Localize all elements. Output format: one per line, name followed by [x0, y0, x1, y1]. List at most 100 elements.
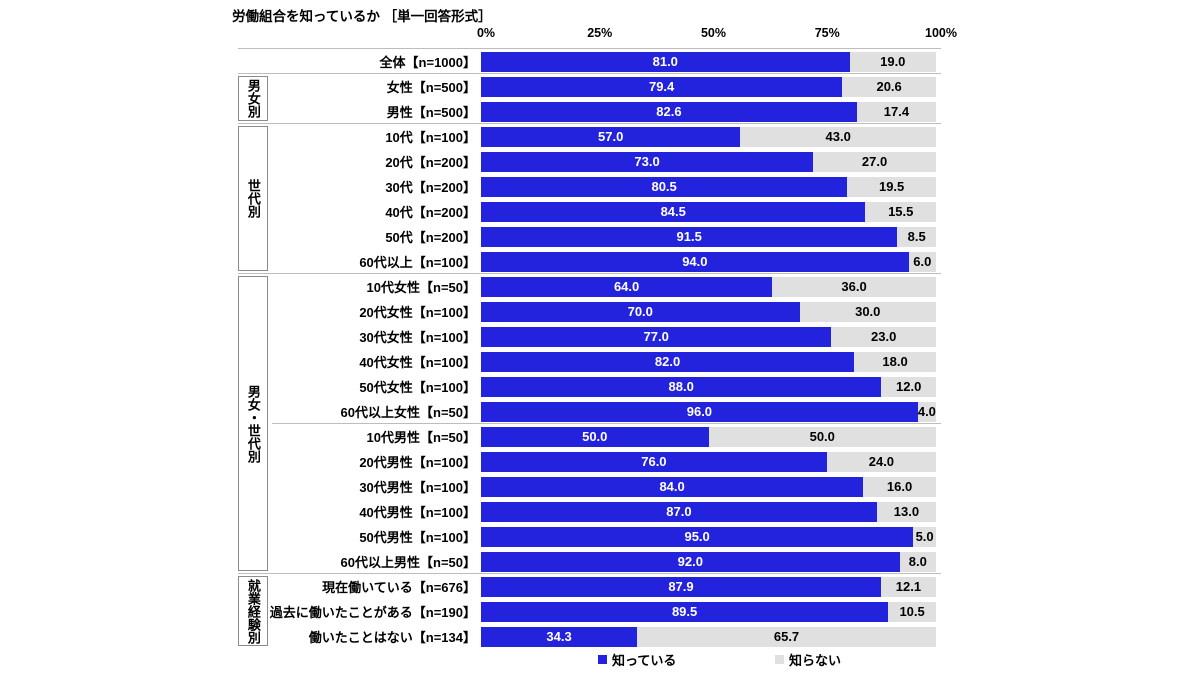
table-row: 40代男性【n=100】 87.0 13.0 [0, 499, 1200, 524]
bar-segment-notknow: 16.0 [863, 476, 936, 497]
row-label: 60代以上【n=100】 [359, 255, 476, 270]
row-bars: 57.0 43.0 [481, 126, 936, 147]
bar-segment-know: 76.0 [481, 451, 827, 472]
bar-segment-notknow: 43.0 [740, 126, 936, 147]
bar-segment-know: 79.4 [481, 76, 843, 97]
table-row: 40代女性【n=100】 82.0 18.0 [0, 349, 1200, 374]
row-bars: 79.4 20.6 [481, 76, 936, 97]
bar-segment-notknow: 20.6 [842, 76, 936, 97]
bar-segment-know: 89.5 [481, 601, 889, 622]
bar-segment-notknow: 65.7 [637, 626, 936, 647]
row-label: 50代男性【n=100】 [359, 530, 476, 545]
bar-segment-notknow: 6.0 [908, 251, 936, 272]
bar-segment-notknow: 19.5 [847, 176, 936, 197]
table-row: 20代男性【n=100】 76.0 24.0 [0, 449, 1200, 474]
bar-segment-notknow: 10.5 [888, 601, 936, 622]
bar-segment-notknow: 36.0 [772, 276, 936, 297]
bar-segment-know: 95.0 [481, 526, 914, 547]
table-row: 男性【n=500】 82.6 17.4 [0, 99, 1200, 124]
table-row: 20代女性【n=100】 70.0 30.0 [0, 299, 1200, 324]
table-row: 60代以上【n=100】 94.0 6.0 [0, 249, 1200, 274]
chart-title: 労働組合を知っているか ［単一回答形式］ [232, 9, 492, 24]
row-label: 30代女性【n=100】 [359, 330, 476, 345]
row-label: 20代【n=200】 [385, 155, 476, 170]
table-row: 50代女性【n=100】 88.0 12.0 [0, 374, 1200, 399]
table-row: 働いたことはない【n=134】 34.3 65.7 [0, 624, 1200, 649]
row-label: 10代【n=100】 [385, 130, 476, 145]
axis-tick: 50% [700, 26, 727, 40]
row-label: 過去に働いたことがある【n=190】 [269, 605, 476, 620]
bar-segment-notknow: 15.5 [865, 201, 936, 222]
row-label: 50代女性【n=100】 [359, 380, 476, 395]
row-label: 働いたことはない【n=134】 [308, 630, 476, 645]
bar-segment-know: 73.0 [481, 151, 814, 172]
table-row: 全体【n=1000】 81.0 19.0 [0, 49, 1200, 74]
row-bars: 80.5 19.5 [481, 176, 936, 197]
table-row: 30代女性【n=100】 77.0 23.0 [0, 324, 1200, 349]
row-bars: 84.0 16.0 [481, 476, 936, 497]
row-label: 40代男性【n=100】 [359, 505, 476, 520]
bar-segment-know: 91.5 [481, 226, 898, 247]
bar-segment-know: 64.0 [481, 276, 773, 297]
table-row: 60代以上男性【n=50】 92.0 8.0 [0, 549, 1200, 574]
table-row: 10代女性【n=50】 64.0 36.0 [0, 274, 1200, 299]
table-row: 40代【n=200】 84.5 15.5 [0, 199, 1200, 224]
separator-line [272, 423, 941, 424]
bar-segment-know: 84.0 [481, 476, 864, 497]
bar-segment-know: 84.5 [481, 201, 866, 222]
table-row: 現在働いている【n=676】 87.9 12.1 [0, 574, 1200, 599]
bar-segment-notknow: 23.0 [831, 326, 936, 347]
row-label: 全体【n=1000】 [379, 55, 476, 70]
legend-label: 知っている [612, 653, 677, 668]
row-bars: 50.0 50.0 [481, 426, 936, 447]
row-label: 現在働いている【n=676】 [322, 580, 476, 595]
table-row: 50代男性【n=100】 95.0 5.0 [0, 524, 1200, 549]
legend-item: 知っている [598, 650, 676, 669]
bar-segment-notknow: 8.0 [899, 551, 936, 572]
row-bars: 94.0 6.0 [481, 251, 936, 272]
table-row: 過去に働いたことがある【n=190】 89.5 10.5 [0, 599, 1200, 624]
axis-tick: 75% [814, 26, 840, 40]
legend-label: 知らない [789, 653, 842, 668]
bar-segment-notknow: 4.0 [917, 401, 936, 422]
row-bars: 34.3 65.7 [481, 626, 936, 647]
separator-line [238, 273, 941, 274]
group-label-就業経験別: 就業経験別 [238, 576, 268, 646]
bar-segment-notknow: 24.0 [826, 451, 936, 472]
row-label: 60代以上女性【n=50】 [340, 405, 476, 420]
row-bars: 84.5 15.5 [481, 201, 936, 222]
bar-segment-know: 92.0 [481, 551, 900, 572]
bar-segment-know: 70.0 [481, 301, 800, 322]
row-bars: 82.6 17.4 [481, 101, 936, 122]
legend-swatch-icon [775, 655, 784, 664]
row-bars: 92.0 8.0 [481, 551, 936, 572]
bar-segment-notknow: 19.0 [849, 51, 936, 72]
row-bars: 91.5 8.5 [481, 226, 936, 247]
row-bars: 95.0 5.0 [481, 526, 936, 547]
bar-segment-notknow: 5.0 [913, 526, 936, 547]
row-bars: 73.0 27.0 [481, 151, 936, 172]
row-bars: 82.0 18.0 [481, 351, 936, 372]
bar-segment-notknow: 12.1 [880, 576, 936, 597]
axis-tick: 0% [476, 26, 496, 40]
row-bars: 87.0 13.0 [481, 501, 936, 522]
row-label: 女性【n=500】 [386, 80, 476, 95]
row-bars: 76.0 24.0 [481, 451, 936, 472]
bar-segment-notknow: 18.0 [854, 351, 936, 372]
bar-segment-know: 77.0 [481, 326, 832, 347]
row-label: 40代女性【n=100】 [359, 355, 476, 370]
table-row: 女性【n=500】 79.4 20.6 [0, 74, 1200, 99]
bar-segment-know: 81.0 [481, 51, 850, 72]
group-label-男女・世代別: 男女・世代別 [238, 276, 268, 571]
bar-segment-know: 57.0 [481, 126, 741, 147]
legend-item: 知らない [775, 650, 841, 669]
bar-segment-notknow: 13.0 [876, 501, 936, 522]
row-label: 10代女性【n=50】 [366, 280, 476, 295]
separator-line [238, 73, 941, 74]
row-label: 30代【n=200】 [385, 180, 476, 195]
bar-segment-know: 82.0 [481, 351, 855, 372]
row-bars: 64.0 36.0 [481, 276, 936, 297]
bar-segment-know: 50.0 [481, 426, 709, 447]
row-label: 60代以上男性【n=50】 [340, 555, 476, 570]
